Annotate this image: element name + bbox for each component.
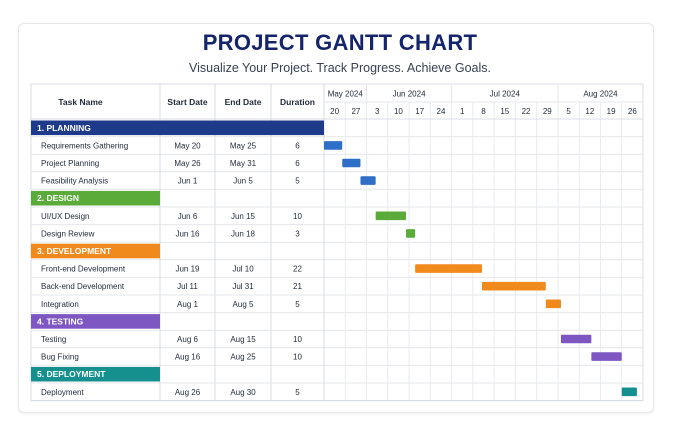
task-name: Back-end Development [41, 282, 125, 291]
week-label: 26 [628, 107, 637, 116]
gantt-bar[interactable] [375, 211, 407, 221]
task-end-date: Jul 10 [232, 265, 254, 274]
task-name: Integration [41, 300, 79, 309]
gantt-bar[interactable] [406, 229, 416, 238]
gantt-bar[interactable] [360, 176, 376, 185]
task-end-date: Aug 25 [230, 353, 256, 362]
task-end-date: Jun 5 [233, 177, 253, 186]
task-end-date: Jun 15 [231, 212, 256, 221]
week-label: 5 [566, 107, 571, 116]
task-end-date: Jun 18 [231, 229, 256, 238]
task-end-date: Aug 5 [233, 300, 254, 309]
task-duration: 5 [295, 388, 300, 397]
task-name: Deployment [41, 388, 84, 397]
month-label: Aug 2024 [583, 90, 618, 99]
month-label: Jun 2024 [393, 90, 426, 99]
task-duration: 5 [295, 177, 300, 186]
task-start-date: May 20 [174, 141, 201, 150]
task-start-date: Jul 11 [177, 282, 198, 291]
task-start-date: May 26 [174, 159, 201, 168]
chart-subtitle: Visualize Your Project. Track Progress. … [188, 61, 491, 75]
task-end-date: Aug 30 [230, 388, 256, 397]
task-duration: 22 [293, 265, 302, 274]
task-end-date: Aug 15 [230, 335, 256, 344]
task-duration: 21 [293, 282, 302, 291]
task-start-date: Jun 19 [175, 265, 200, 274]
task-duration: 5 [295, 300, 300, 309]
task-start-date: Aug 1 [177, 300, 198, 309]
header-task-name: Task Name [58, 97, 103, 107]
week-label: 27 [351, 107, 360, 116]
task-end-date: May 25 [230, 141, 257, 150]
task-name: Requirements Gathering [41, 141, 128, 150]
week-label: 15 [500, 107, 509, 116]
gantt-bar[interactable] [415, 264, 482, 273]
chart-title: PROJECT GANTT CHART [202, 30, 478, 55]
phase-header-bar [31, 314, 160, 329]
phase-label: 2. DESIGN [37, 193, 79, 203]
task-start-date: Jun 16 [175, 229, 200, 238]
header-start-date: Start Date [167, 97, 207, 107]
week-label: 1 [460, 107, 465, 116]
gantt-bar[interactable] [621, 387, 637, 397]
task-name: Testing [41, 335, 66, 344]
task-start-date: Aug 26 [175, 388, 201, 397]
gantt-bar[interactable] [342, 158, 361, 168]
task-duration: 10 [293, 335, 302, 344]
week-label: 3 [375, 107, 380, 116]
header-duration: Duration [280, 97, 315, 107]
phase-label: 5. DEPLOYMENT [37, 369, 106, 379]
gantt-bar[interactable] [545, 299, 561, 309]
task-duration: 6 [295, 159, 300, 168]
gantt-bar[interactable] [591, 352, 622, 361]
phase-header-bar [31, 243, 160, 259]
task-name: UI/UX Design [41, 212, 89, 221]
task-name: Feasibility Analysis [41, 177, 108, 186]
month-label: May 2024 [328, 90, 364, 99]
task-start-date: Jun 1 [178, 177, 198, 186]
week-label: 29 [543, 107, 552, 116]
week-label: 10 [394, 107, 403, 116]
task-duration: 10 [293, 353, 302, 362]
week-label: 19 [607, 107, 616, 116]
gantt-bar[interactable] [560, 334, 592, 344]
week-label: 12 [585, 107, 594, 116]
task-name: Project Planning [41, 159, 99, 168]
header-end-date: End Date [225, 97, 262, 107]
phase-label: 1. PLANNING [37, 123, 91, 133]
phase-header-bar [31, 120, 324, 136]
task-name: Design Review [41, 229, 95, 238]
gantt-bar[interactable] [481, 281, 546, 291]
phase-label: 4. TESTING [37, 316, 84, 326]
task-name: Bug Fixing [41, 353, 79, 362]
phase-header-bar [31, 366, 160, 382]
task-start-date: Aug 16 [175, 353, 201, 362]
gantt-bar[interactable] [324, 141, 343, 150]
phase-label: 3. DEVELOPMENT [37, 246, 112, 256]
task-start-date: Aug 6 [177, 335, 198, 344]
week-label: 24 [437, 107, 446, 116]
task-duration: 10 [293, 212, 302, 221]
task-duration: 6 [295, 141, 300, 150]
week-label: 22 [522, 107, 531, 116]
month-label: Jul 2024 [490, 90, 521, 99]
task-name: Front-end Development [41, 265, 126, 274]
task-end-date: Jul 31 [232, 282, 254, 291]
week-label: 20 [330, 107, 339, 116]
task-start-date: Jun 6 [178, 212, 198, 221]
task-end-date: May 31 [230, 159, 257, 168]
table-border [30, 83, 644, 402]
week-label: 17 [415, 107, 424, 116]
week-label: 8 [481, 107, 486, 116]
phase-header-bar [31, 190, 160, 206]
task-duration: 3 [295, 229, 300, 238]
